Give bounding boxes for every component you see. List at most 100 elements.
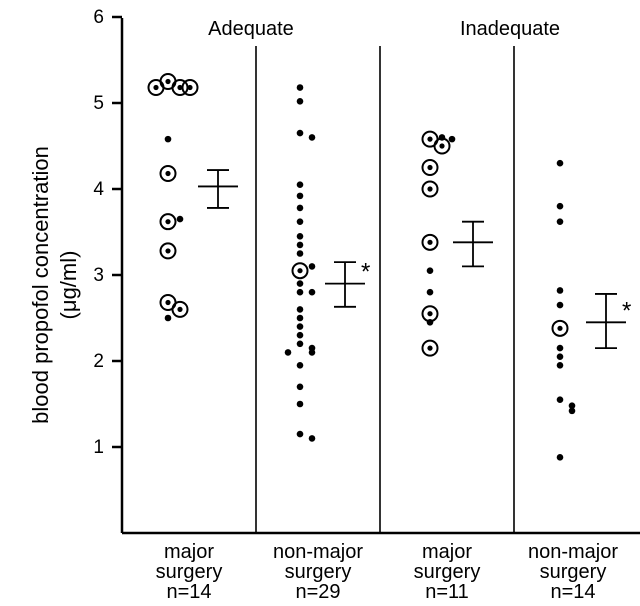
circled-data-point-center xyxy=(439,143,445,149)
circled-data-point-center xyxy=(165,170,171,177)
data-point xyxy=(296,400,304,408)
group-dividers xyxy=(255,46,515,533)
y-tick-label: 3 xyxy=(93,265,104,286)
data-point xyxy=(426,319,434,326)
category-labels: majorsurgeryn=14non-majorsurgeryn=29majo… xyxy=(156,541,619,603)
circled-data-point-center xyxy=(165,248,171,254)
data-point xyxy=(296,241,304,249)
circled-data-point-center xyxy=(427,164,433,171)
data-point xyxy=(426,267,434,275)
circled-data-point xyxy=(291,262,309,280)
data-point xyxy=(568,407,576,415)
data-point xyxy=(308,263,316,270)
data-point xyxy=(556,353,564,361)
data-point xyxy=(296,362,304,369)
circled-data-point-center xyxy=(165,219,171,225)
data-point xyxy=(296,129,304,137)
data-point xyxy=(296,314,304,322)
data-point xyxy=(164,135,172,143)
circled-data-point-center xyxy=(427,239,433,245)
ylabel-line1: blood propofol concentration xyxy=(28,146,53,424)
category-label-line: surgery xyxy=(540,561,607,583)
data-point xyxy=(296,84,304,91)
circled-data-point-center xyxy=(557,325,563,331)
circled-data-point xyxy=(421,233,439,251)
circled-data-point-center xyxy=(427,136,433,142)
data-point xyxy=(556,396,564,404)
group-header-label: Inadequate xyxy=(460,18,560,40)
data-point xyxy=(296,192,304,200)
data-point xyxy=(296,323,304,330)
y-tick-label: 2 xyxy=(93,351,104,372)
y-tick-label: 6 xyxy=(93,7,104,28)
data-point xyxy=(308,435,316,442)
category-label-line: major xyxy=(422,541,472,563)
circled-data-point-center xyxy=(427,311,433,317)
data-point xyxy=(296,383,304,391)
y-tick-label: 1 xyxy=(93,437,104,458)
category-label-line: major xyxy=(164,541,214,563)
circled-data-point-center xyxy=(177,306,183,312)
circled-data-point-center xyxy=(165,78,171,85)
data-point xyxy=(568,402,576,410)
category-label-line: non-major xyxy=(273,541,363,563)
category-label-line: n=14 xyxy=(166,581,211,603)
data-point xyxy=(308,349,316,356)
category-label-line: n=14 xyxy=(550,581,595,603)
data-point xyxy=(556,454,564,461)
data-points xyxy=(147,73,576,461)
data-point xyxy=(296,233,304,240)
circled-data-point-center xyxy=(165,299,171,306)
y-tick-label: 4 xyxy=(93,179,104,200)
circled-data-point-center xyxy=(153,84,159,91)
data-point xyxy=(296,250,304,257)
category-label-line: n=11 xyxy=(425,581,469,603)
data-point xyxy=(296,280,304,287)
group-headers: Adequate Inadequate xyxy=(208,18,560,40)
significance-asterisk: * xyxy=(622,297,631,324)
circled-data-point-center xyxy=(187,84,193,91)
category-label-line: surgery xyxy=(156,561,223,583)
data-point xyxy=(296,430,304,438)
data-point xyxy=(296,181,304,188)
data-point xyxy=(284,349,292,356)
data-point xyxy=(296,204,304,212)
data-point xyxy=(176,215,184,223)
circled-data-point xyxy=(551,319,569,337)
circled-data-point xyxy=(171,300,189,318)
circled-data-point xyxy=(421,339,439,357)
circled-data-point-center xyxy=(427,186,433,192)
circled-data-point-center xyxy=(297,268,303,274)
circled-data-point xyxy=(421,180,439,198)
data-point xyxy=(438,134,446,141)
circled-data-point xyxy=(147,79,165,97)
y-tick-label: 5 xyxy=(93,93,104,114)
data-point xyxy=(296,340,304,348)
group-header-label: Adequate xyxy=(208,18,294,40)
data-point xyxy=(296,306,304,313)
data-point xyxy=(296,97,304,105)
category-label-line: non-major xyxy=(528,541,618,563)
data-point xyxy=(556,159,564,167)
data-point xyxy=(164,314,172,322)
mean-error-bars: ** xyxy=(198,169,631,350)
circled-data-point xyxy=(421,159,439,176)
data-point xyxy=(296,218,304,225)
data-point xyxy=(448,135,456,143)
data-point xyxy=(556,218,564,225)
data-point xyxy=(556,301,564,309)
category-label-line: n=29 xyxy=(295,581,340,603)
category-label-line: surgery xyxy=(414,561,481,583)
circled-data-point-center xyxy=(177,84,183,91)
circled-data-point-center xyxy=(427,345,433,351)
data-point xyxy=(308,288,316,296)
circled-data-point xyxy=(159,165,177,183)
significance-asterisk: * xyxy=(361,259,370,286)
circled-data-point xyxy=(159,213,177,231)
data-point xyxy=(556,362,564,369)
data-point xyxy=(296,288,304,296)
data-point xyxy=(296,331,304,339)
data-point xyxy=(556,287,564,294)
circled-data-point xyxy=(181,79,199,97)
